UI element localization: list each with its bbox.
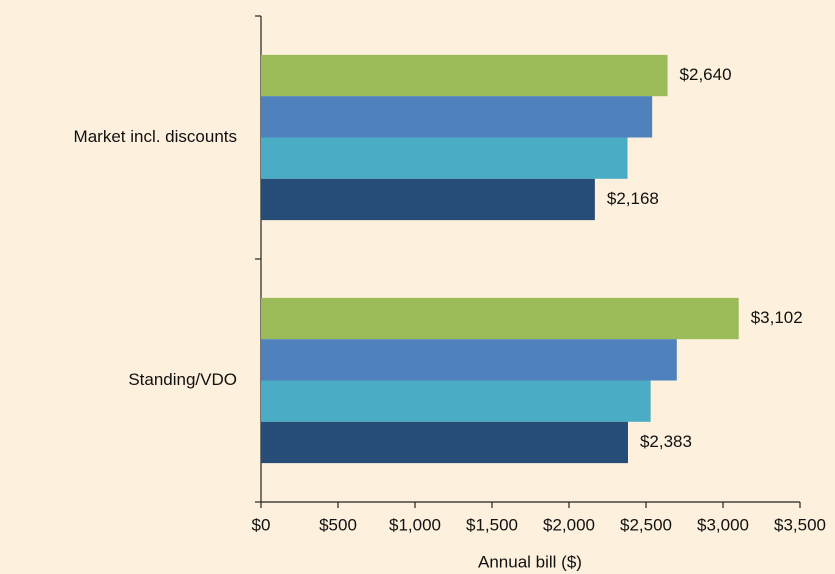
bar — [261, 297, 739, 340]
x-tick-label: $1,000 — [389, 515, 441, 534]
bar — [261, 380, 651, 422]
bar — [261, 178, 595, 221]
bar — [261, 54, 668, 97]
bar — [261, 96, 653, 138]
x-axis-title: Annual bill ($) — [478, 552, 582, 571]
x-tick-label: $0 — [252, 515, 271, 534]
x-tick-label: $2,500 — [620, 515, 672, 534]
x-tick-label: $500 — [319, 515, 357, 534]
x-tick-label: $3,000 — [697, 515, 749, 534]
bar — [261, 137, 628, 179]
bar — [261, 339, 677, 381]
data-label: $2,383 — [640, 432, 692, 451]
bar — [261, 421, 628, 464]
x-tick-label: $1,500 — [466, 515, 518, 534]
y-tick-label: Market incl. discounts — [74, 127, 237, 146]
data-label: $3,102 — [751, 308, 803, 327]
x-tick-label: $3,500 — [774, 515, 826, 534]
data-label: $2,168 — [607, 189, 659, 208]
y-tick-label: Standing/VDO — [128, 370, 237, 389]
data-label: $2,640 — [680, 65, 732, 84]
x-tick-label: $2,000 — [543, 515, 595, 534]
